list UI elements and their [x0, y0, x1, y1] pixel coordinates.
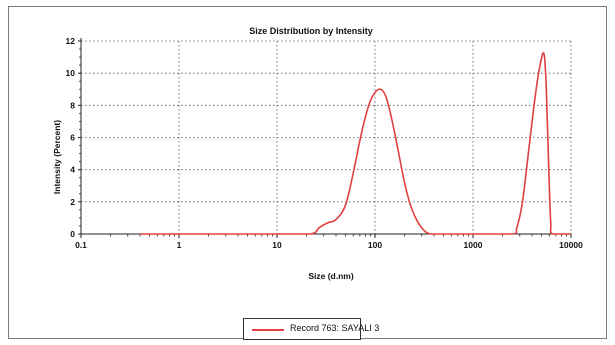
series-layer: [139, 52, 571, 235]
x-tick-label-3: 100: [368, 240, 382, 250]
x-tick-label-1: 1: [177, 240, 182, 250]
y-axis-label: Intensity (Percent): [52, 120, 62, 194]
y-tick-label-4: 8: [70, 100, 75, 110]
axes-layer: 0 2 4 6 8 10 12 0.1 1 10 100 1000 10000: [66, 36, 584, 250]
legend-swatch: [252, 329, 284, 331]
y-tick-label-5: 10: [66, 68, 76, 78]
series-line-0: [139, 52, 571, 235]
grid-layer: [81, 40, 572, 234]
y-tick-label-3: 6: [70, 133, 75, 143]
x-axis-label: Size (d.nm): [308, 271, 354, 281]
size-distribution-chart: 0 2 4 6 8 10 12 0.1 1 10 100 1000 10000 Size Distrib…: [52, 26, 584, 281]
x-tick-label-0: 0.1: [75, 240, 87, 250]
chart-title: Size Distribution by Intensity: [249, 26, 373, 36]
y-tick-label-1: 2: [70, 197, 75, 207]
x-tick-label-5: 10000: [559, 240, 583, 250]
legend: Record 763: SAYALI 3: [243, 318, 379, 340]
labels-layer: Size Distribution by Intensity Size (d.n…: [52, 26, 373, 281]
y-tick-label-6: 12: [66, 36, 76, 46]
x-tick-label-4: 1000: [464, 240, 483, 250]
legend-label: Record 763: SAYALI 3: [290, 323, 380, 333]
x-tick-label-2: 10: [272, 240, 282, 250]
y-tick-label-0: 0: [70, 229, 75, 239]
y-tick-label-2: 4: [70, 165, 75, 175]
chart-frame: 0 2 4 6 8 10 12 0.1 1 10 100 1000 10000 Size Distrib…: [8, 6, 607, 340]
